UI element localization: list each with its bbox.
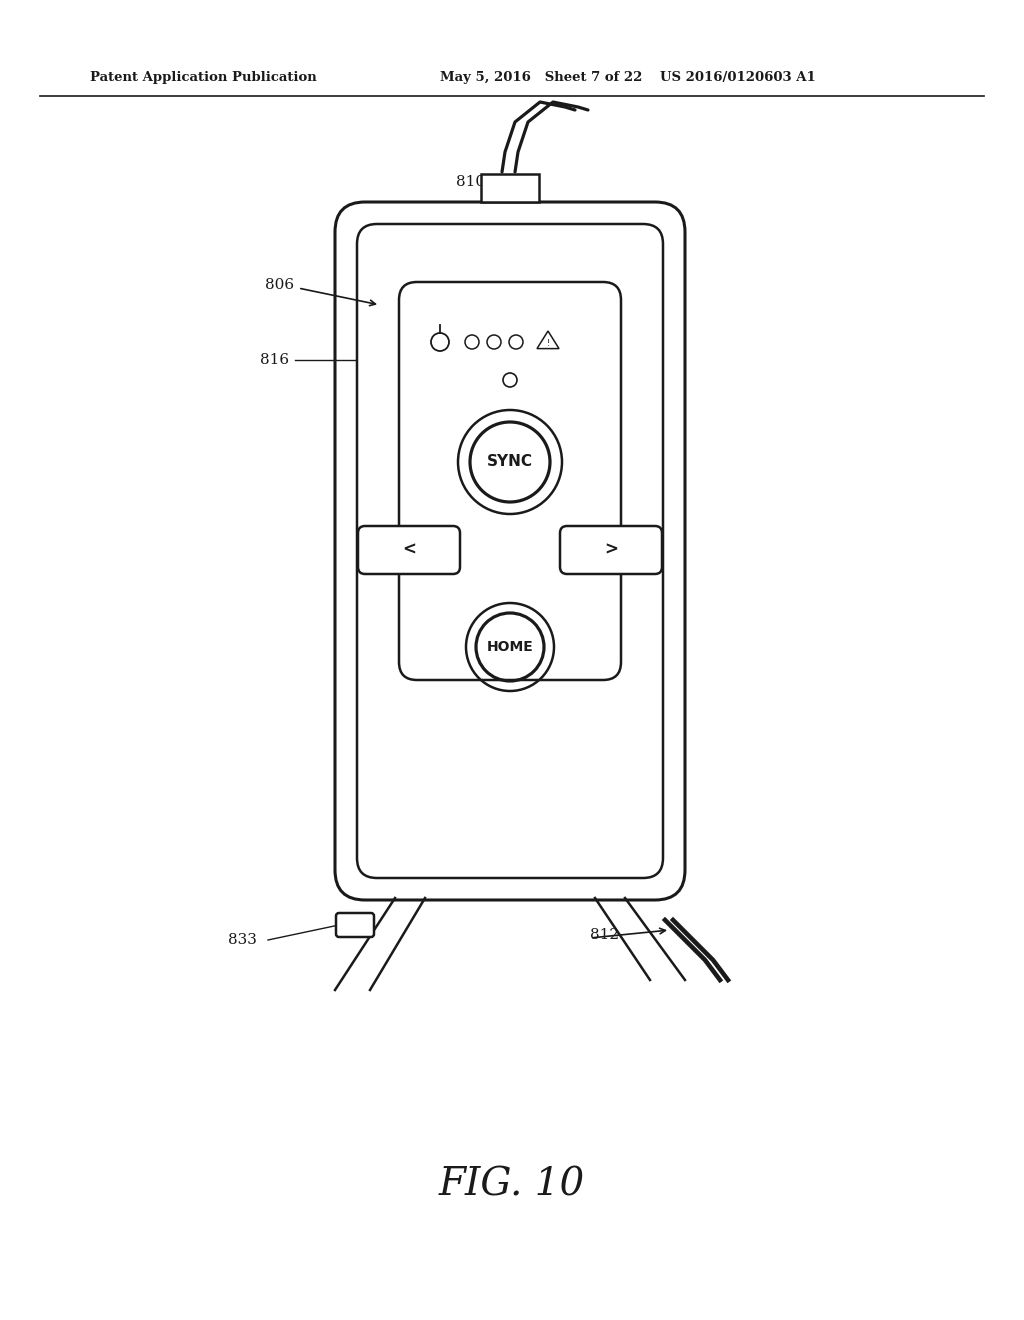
Text: FIG. 10: FIG. 10	[439, 1167, 585, 1204]
Text: 806: 806	[265, 279, 294, 292]
FancyBboxPatch shape	[336, 913, 374, 937]
Text: 812: 812	[590, 928, 620, 942]
Text: HOME: HOME	[486, 640, 534, 653]
Text: <: <	[402, 541, 416, 558]
FancyBboxPatch shape	[399, 282, 621, 680]
Text: SYNC: SYNC	[487, 454, 534, 470]
Text: May 5, 2016   Sheet 7 of 22: May 5, 2016 Sheet 7 of 22	[440, 71, 642, 84]
FancyBboxPatch shape	[343, 209, 677, 742]
FancyBboxPatch shape	[481, 174, 539, 202]
FancyBboxPatch shape	[358, 525, 460, 574]
Text: >: >	[604, 541, 618, 558]
Text: 816: 816	[260, 352, 289, 367]
FancyBboxPatch shape	[335, 202, 685, 900]
Text: 833: 833	[228, 933, 257, 946]
FancyBboxPatch shape	[357, 224, 663, 878]
FancyBboxPatch shape	[362, 228, 657, 722]
FancyBboxPatch shape	[560, 525, 662, 574]
Text: !: !	[547, 339, 550, 348]
Text: 860: 860	[355, 539, 384, 552]
Text: 810: 810	[456, 176, 485, 189]
Text: Patent Application Publication: Patent Application Publication	[90, 71, 316, 84]
Text: US 2016/0120603 A1: US 2016/0120603 A1	[660, 71, 816, 84]
